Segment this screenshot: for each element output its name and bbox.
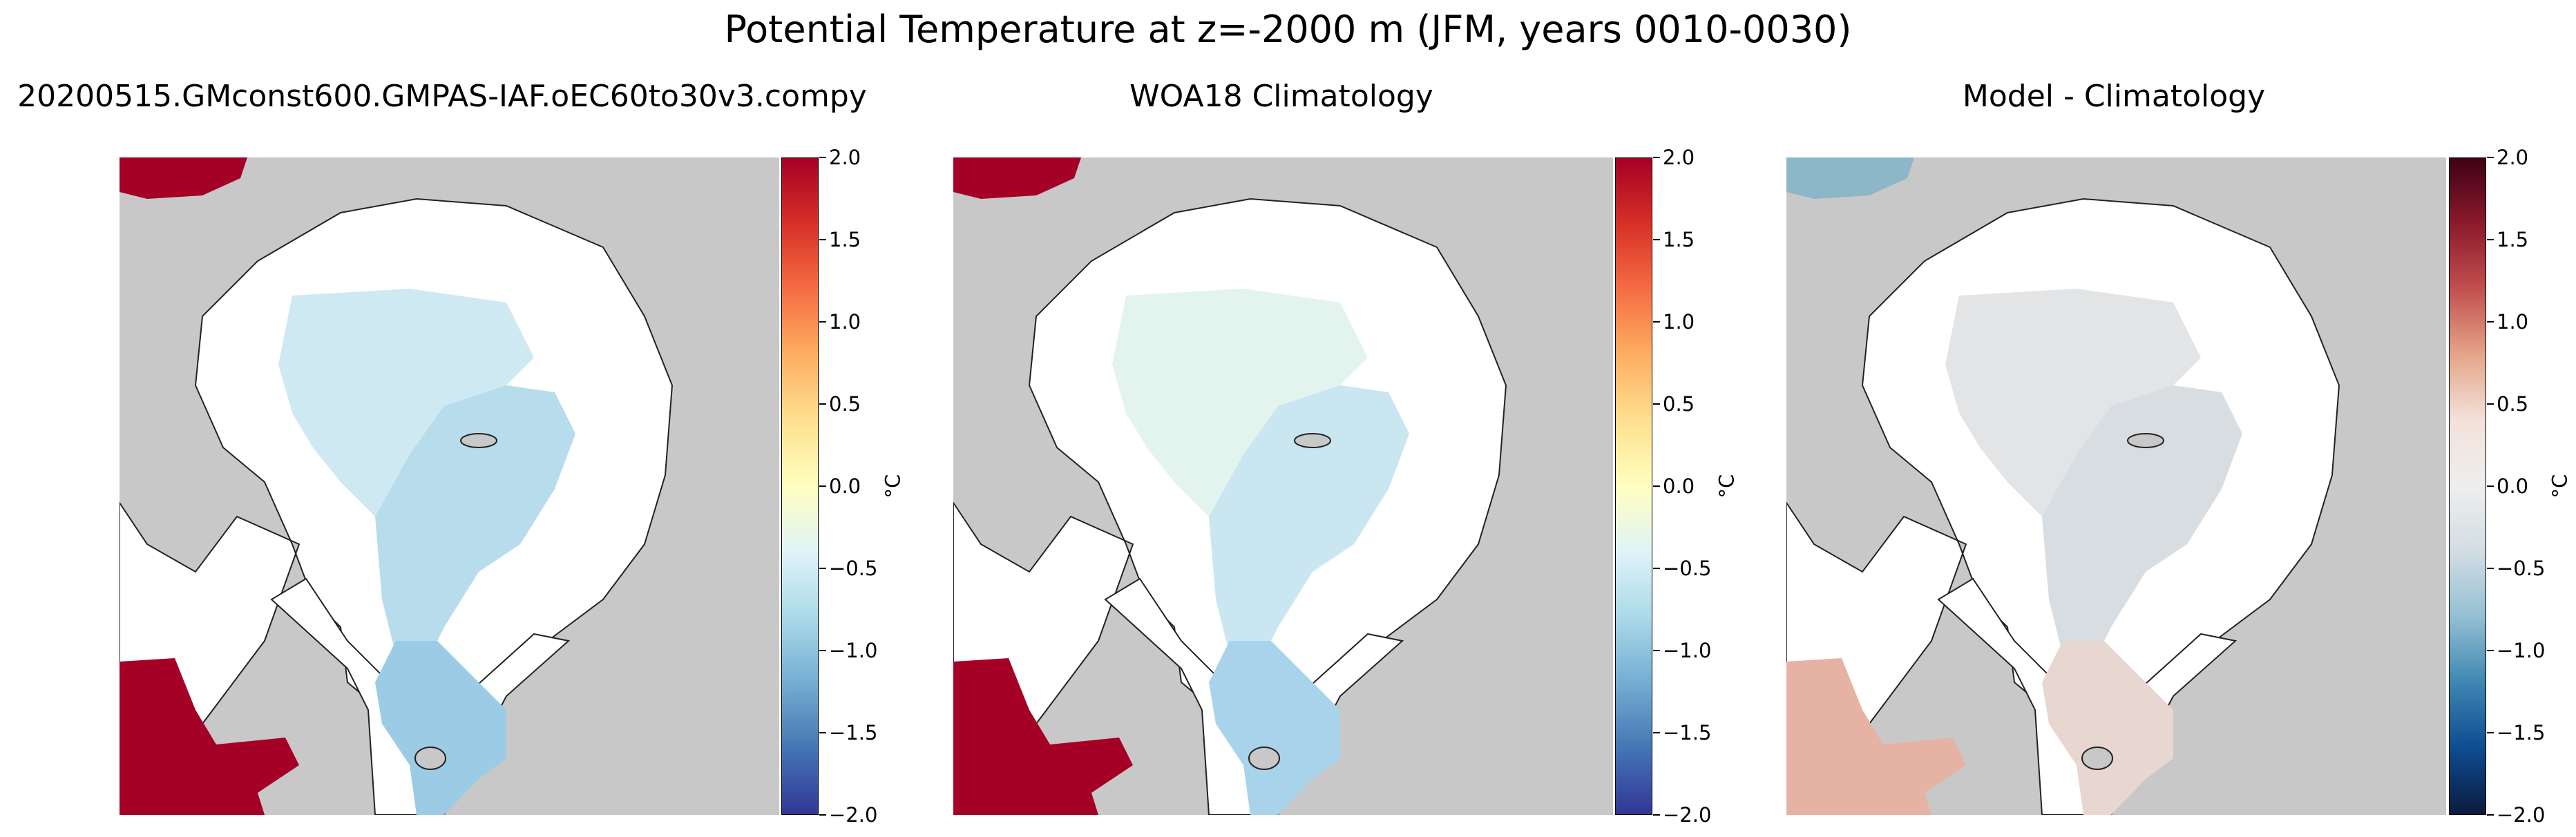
panel-title-difference: Model - Climatology [1962,79,2266,114]
colorbar-tick: 2.0 [2486,146,2529,169]
colorbar-tick: −1.5 [1652,721,1712,744]
fram-strait [375,641,506,815]
colorbar-tick: −2.0 [2486,803,2546,827]
eurasian-basin [375,385,575,682]
colorbar-tick: 1.5 [819,228,861,251]
warm-water-patch [953,157,1081,199]
warm-water-patch [1786,157,1914,199]
colorbar-tick: 2.0 [1652,146,1695,169]
colorbar-tick: −1.5 [2486,721,2546,744]
colorbar-tick: 0.0 [2486,474,2529,498]
map-svg-model [120,157,674,815]
panel-title-model: 20200515.GMconst600.GMPAS-IAF.oEC60to30v… [17,79,867,114]
colorbar-tick: −2.0 [819,803,878,827]
colorbar-tick: −1.0 [1652,639,1712,662]
colorbar-tick: 2.0 [819,146,861,169]
colorbar-tick: 0.5 [819,392,861,416]
arctic-basin [1945,289,2201,517]
map-panel-model [120,157,779,815]
colorbar-tick: 1.0 [1652,310,1695,334]
colorbar-climatology [1615,157,1652,815]
colorbar-tick: −0.5 [2486,557,2546,580]
panel-title-climatology: WOA18 Climatology [1129,79,1433,114]
colorbar-tick: −1.5 [819,721,878,744]
warm-water-patch [1786,658,1966,815]
colorbar-tick: −0.5 [1652,557,1712,580]
colorbar-tick: −2.0 [1652,803,1712,827]
map-panel-climatology [953,157,1613,815]
colorbar-tick: −1.0 [819,639,878,662]
fram-strait [1209,641,1340,815]
colorbar-tick: 1.0 [2486,310,2529,334]
map-panel-difference [1786,157,2446,815]
colorbar-tick: 0.0 [1652,474,1695,498]
fram-strait [2042,641,2173,815]
figure-title: Potential Temperature at z=-2000 m (JFM,… [724,8,1852,51]
warm-water-patch [120,157,247,199]
colorbar-tick: 1.0 [819,310,861,334]
island [2081,747,2113,770]
colorbar-difference [2449,157,2486,815]
arctic-basin [1112,289,1368,517]
colorbar-unit-label: °C [881,474,905,499]
eurasian-basin [2042,385,2242,682]
island [414,747,446,770]
island [2127,433,2164,448]
warm-water-patch [120,658,299,815]
colorbar-tick: −1.0 [2486,639,2546,662]
island [460,433,497,448]
island [1248,747,1280,770]
colorbar-tick: −0.5 [819,557,878,580]
colorbar-tick: 0.5 [1652,392,1695,416]
colorbar-tick: 1.5 [1652,228,1695,251]
map-svg-climatology [953,157,1507,815]
colorbar-unit-label: °C [1715,474,1739,499]
warm-water-patch [953,658,1133,815]
map-svg-difference [1786,157,2340,815]
island [1294,433,1331,448]
arctic-basin [278,289,534,517]
colorbar-model [781,157,819,815]
eurasian-basin [1209,385,1409,682]
colorbar-tick: 0.0 [819,474,861,498]
colorbar-tick: 0.5 [2486,392,2529,416]
colorbar-tick: 1.5 [2486,228,2529,251]
colorbar-unit-label: °C [2548,474,2572,499]
